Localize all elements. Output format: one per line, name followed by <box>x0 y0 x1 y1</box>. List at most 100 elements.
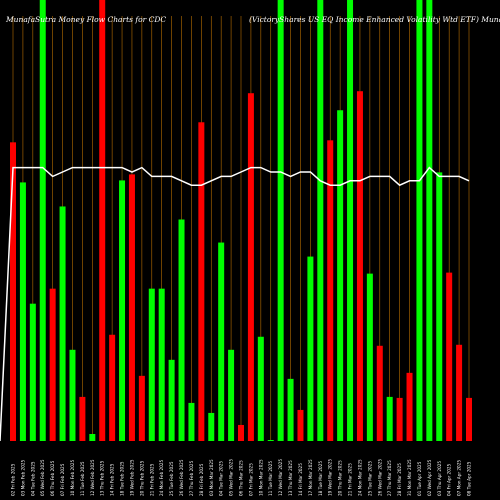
bar-green <box>158 288 165 441</box>
bar-red <box>356 91 363 441</box>
x-tick-label: 05 Wed Mar 2025 <box>229 459 234 496</box>
x-tick-label: 20 Thu Feb 2025 <box>139 460 144 496</box>
x-tick-label: 21 Fri Feb 2025 <box>149 463 154 496</box>
x-tick-label: 25 Tue Feb 2025 <box>169 461 174 496</box>
x-tick-label: 24 Mon Feb 2025 <box>159 459 164 496</box>
bar-green <box>257 336 264 441</box>
x-tick-label: 17 Mon Mar 2025 <box>308 459 313 496</box>
x-tick-label: 13 Thu Mar 2025 <box>288 460 293 496</box>
price-line <box>0 166 470 442</box>
bar-green <box>59 206 66 441</box>
x-tick-label: 08 Tue Apr 2025 <box>467 461 472 496</box>
x-tick-label: 03 Mon Feb 2025 <box>20 459 25 496</box>
x-tick-labels: 02 Fri Feb 2025 03 Mon Feb 2025 04 Tue Feb… <box>11 459 472 496</box>
bar-green <box>168 359 175 441</box>
bar-green <box>39 0 46 441</box>
bar-green <box>366 273 373 441</box>
chart-title-left: MunafaSutra Money Flow Charts for CDC <box>5 15 166 24</box>
x-tick-label: 12 Wed Feb 2025 <box>90 459 95 496</box>
bar-green <box>228 349 235 441</box>
bar-green <box>29 303 36 441</box>
bar-red <box>138 375 145 441</box>
bar-red <box>297 409 304 441</box>
bar-red <box>198 122 205 441</box>
x-tick-label: 07 Mon Apr 2025 <box>457 460 462 496</box>
x-tick-label: 18 Tue Feb 2025 <box>120 461 125 496</box>
bar-green <box>426 0 433 441</box>
bar-red <box>238 424 244 441</box>
x-tick-label: 03 Thu Apr 2025 <box>437 461 442 496</box>
x-tick-label: 14 Fri Feb 2025 <box>110 463 115 496</box>
x-tick-label: 06 Thu Mar 2025 <box>239 460 244 496</box>
x-tick-label: 14 Fri Mar 2025 <box>298 463 303 496</box>
bar-green <box>337 110 344 441</box>
bar-green <box>119 180 126 441</box>
x-tick-label: 24 Mon Mar 2025 <box>357 459 362 496</box>
bar-green <box>386 396 393 441</box>
x-tick-label: 25 Tue Mar 2025 <box>367 461 372 496</box>
chart-title-right: (VictoryShares US EQ Income Enhanced Vol… <box>249 15 500 24</box>
x-tick-label: 31 Mon Mar 2025 <box>407 459 412 496</box>
x-tick-label: 02 Fri Feb 2025 <box>11 463 16 496</box>
bar-green <box>148 288 155 441</box>
bar-green <box>89 433 96 441</box>
x-tick-label: 21 Fri Mar 2025 <box>348 463 353 496</box>
bar-red <box>327 140 334 441</box>
bar-red <box>10 142 16 441</box>
bar-red <box>466 397 472 441</box>
x-tick-label: 04 Tue Feb 2025 <box>30 461 35 496</box>
bar-red <box>406 372 413 441</box>
bar-red <box>456 344 463 441</box>
x-tick-label: 27 Thu Mar 2025 <box>387 460 392 496</box>
x-tick-label: 19 Wed Feb 2025 <box>129 459 134 496</box>
bar-green <box>287 378 294 441</box>
bar-red <box>49 288 56 441</box>
bar-green <box>416 0 423 441</box>
x-tick-label: 13 Thu Feb 2025 <box>100 460 105 496</box>
x-tick-label: 28 Fri Mar 2025 <box>397 463 402 496</box>
bar-red <box>79 396 86 441</box>
bar-red <box>396 397 403 441</box>
bar-green <box>267 439 274 441</box>
bar-green <box>178 219 185 441</box>
x-tick-label: 10 Mon Mar 2025 <box>258 459 263 496</box>
x-tick-label: 02 Wed Apr 2025 <box>427 459 432 496</box>
bar-green <box>436 172 443 441</box>
x-tick-label: 04 Fri Apr 2025 <box>447 463 452 496</box>
x-tick-label: 12 Wed Mar 2025 <box>278 459 283 496</box>
bar-series <box>10 0 472 442</box>
x-tick-label: 26 Wed Mar 2025 <box>377 459 382 496</box>
bar-green <box>347 0 354 441</box>
x-tick-label: 18 Tue Mar 2025 <box>318 461 323 496</box>
bar-green <box>69 349 76 441</box>
x-tick-label: 11 Tue Mar 2025 <box>268 461 273 496</box>
bar-green <box>19 182 26 441</box>
bar-green <box>218 242 225 441</box>
x-tick-label: 27 Thu Feb 2025 <box>189 460 194 496</box>
x-tick-label: 28 Fri Feb 2025 <box>199 463 204 496</box>
x-tick-label: 07 Fri Mar 2025 <box>248 463 253 496</box>
bar-red <box>128 174 135 442</box>
bar-green <box>317 0 324 441</box>
x-tick-label: 20 Thu Mar 2025 <box>338 460 343 496</box>
bar-green <box>307 256 314 441</box>
x-tick-label: 05 Wed Feb 2025 <box>40 459 45 496</box>
bar-red <box>109 334 116 441</box>
bar-red <box>376 345 383 441</box>
bar-green <box>277 0 284 441</box>
x-tick-label: 07 Fri Feb 2025 <box>60 463 65 496</box>
x-tick-label: 06 Thu Feb 2025 <box>50 460 55 496</box>
bar-green <box>188 402 195 441</box>
x-tick-label: 11 Tue Feb 2025 <box>80 461 85 496</box>
x-tick-label: 10 Mon Feb 2025 <box>70 459 75 496</box>
x-tick-label: 03 Mon Mar 2025 <box>209 459 214 496</box>
bar-red <box>99 0 106 441</box>
bar-red <box>446 272 453 441</box>
bar-red <box>247 93 254 441</box>
x-tick-label: 19 Wed Mar 2025 <box>328 459 333 496</box>
x-tick-label: 04 Tue Mar 2025 <box>219 461 224 496</box>
bar-green <box>208 412 215 441</box>
x-tick-label: 01 Tue Apr 2025 <box>417 461 422 496</box>
x-tick-label: 26 Wed Feb 2025 <box>179 459 184 496</box>
